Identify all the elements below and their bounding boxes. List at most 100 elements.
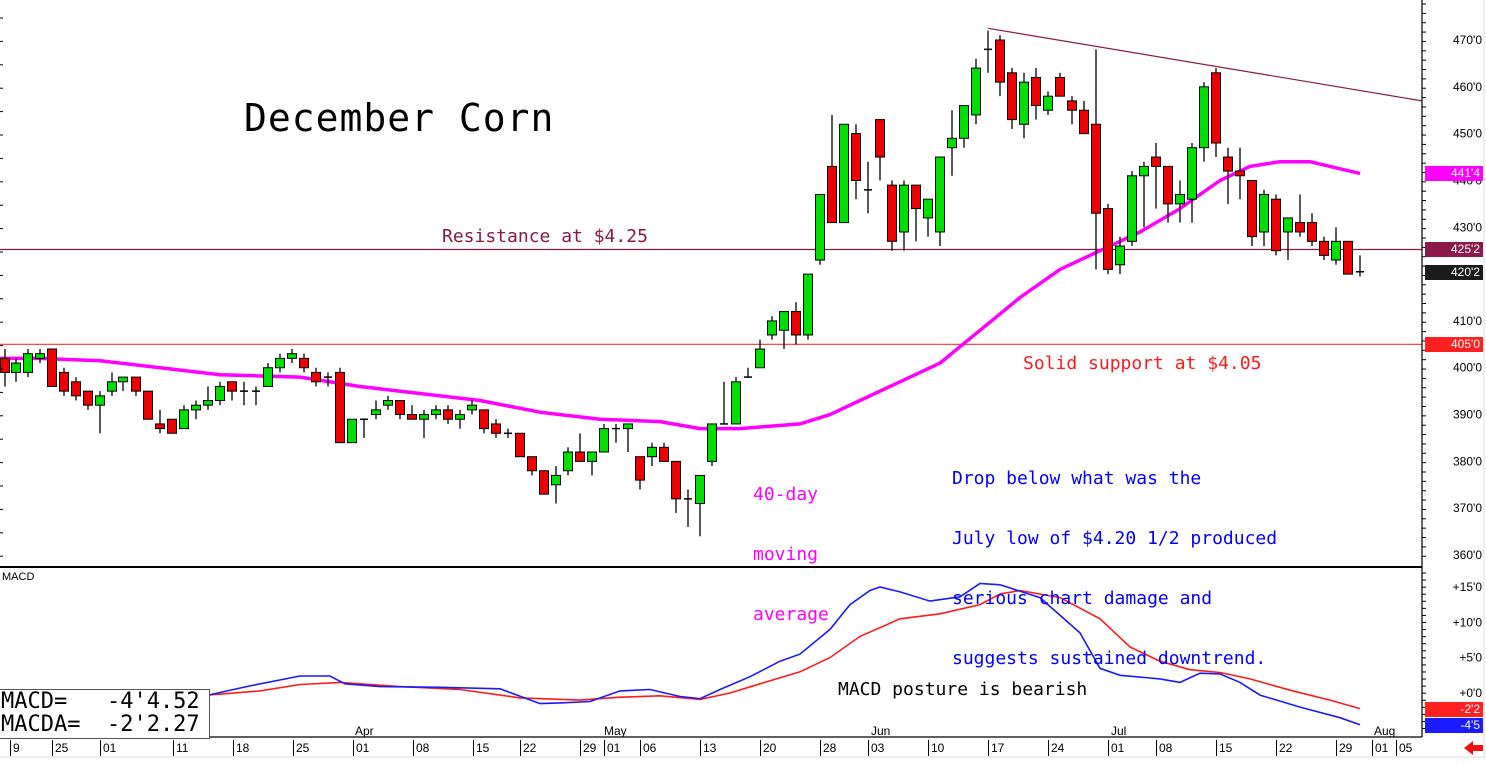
candle [35,349,45,364]
candle [215,381,225,406]
candle [335,367,345,444]
candle [1115,236,1125,275]
candle [635,456,645,490]
downtrend-note: Drop below what was the July low of $4.2… [952,429,1277,709]
date-label: 01 [1108,740,1124,756]
price-badge: 425'2 [1425,242,1483,258]
candle [479,409,489,434]
macd-panel-title: MACD [2,571,35,583]
candle [587,451,597,476]
candle [1187,143,1197,223]
candle [851,124,861,200]
note-line: serious chart damage and [952,588,1213,609]
candle [419,409,429,438]
candle [59,367,69,396]
resistance-annotation: Resistance at $4.25 [442,226,648,247]
candle [1343,240,1353,275]
price-tick-label: 470'0 [1453,33,1482,47]
candle [527,456,537,476]
month-label: Jul [1111,724,1127,738]
price-tick-label: 380'0 [1453,454,1482,468]
macd-line [207,582,1361,726]
month-label: Jun [871,724,891,738]
candle [191,400,201,420]
candle [827,114,837,224]
date-label: 08 [413,740,429,756]
date-label: 25 [293,740,309,756]
candle [431,405,441,420]
macd-tick-label: +15'0 [1453,580,1483,594]
date-label: 28 [820,740,836,756]
candle [539,470,549,495]
candle [47,348,57,387]
date-label: 08 [1156,740,1172,756]
candle [731,377,741,425]
date-label: 01 [100,740,116,756]
candle [959,105,969,148]
macd-panel [207,582,1361,726]
macda-signal-line [207,589,1361,710]
date-label: 01 [604,740,620,756]
candle [875,119,885,181]
date-label: 13 [700,740,716,756]
price-badge: 420'2 [1425,265,1483,281]
ma-label-line: moving [753,544,819,565]
candle [1019,72,1029,139]
macd-badge: -4'5 [1425,718,1483,733]
price-tick-label: 370'0 [1453,501,1482,515]
month-label: Aug [1374,724,1396,738]
candle [659,442,669,462]
price-tick-label: 360'0 [1453,548,1482,562]
macd-tick-label: +0'0 [1459,686,1482,700]
candle [275,353,285,373]
date-label: 15 [473,740,489,756]
candle [1356,255,1364,277]
date-label: 25 [52,740,68,756]
candle [899,180,909,251]
date-label: 10 [928,740,944,756]
candle [23,349,33,378]
ma-label-line: 40-day [753,484,819,505]
date-label: 9 [10,740,20,756]
candle [575,433,585,462]
downtrend-line [987,27,1423,102]
macd-value: MACD= -4'4.52 [1,689,200,714]
candle [684,489,692,527]
candle [1223,147,1233,204]
candle [167,418,177,434]
candle [647,442,657,467]
candle [395,400,405,420]
candle [11,358,21,382]
candle [623,423,633,453]
candle [1283,217,1293,261]
candle [515,432,525,458]
candle [755,339,765,369]
price-tick-label: 450'0 [1453,127,1482,141]
macd-values-box: MACD= -4'4.52 MACDA= -2'2.27 [0,689,210,739]
macd-tick-label: +5'0 [1459,651,1482,665]
candle [1007,68,1017,129]
candle [911,184,921,242]
note-line: Drop below what was the [952,468,1202,489]
macd-badge: -2'2 [1425,702,1483,717]
candle [324,372,332,387]
candle [803,273,813,340]
price-tick-label: 460'0 [1453,80,1482,94]
candle [71,377,81,401]
candle [107,372,117,396]
date-label: 29 [580,740,596,756]
candle [1067,96,1077,125]
candle [143,390,153,420]
candle [1295,194,1305,237]
candle [1055,72,1065,97]
candle [864,161,872,214]
date-label: 18 [233,740,249,756]
candle [1163,165,1173,223]
candle [383,395,393,410]
scroll-back-arrow-icon[interactable] [1463,740,1485,756]
chart-title: December Corn [244,96,555,140]
price-badge: 405'0 [1425,336,1483,352]
price-tick-label: 430'0 [1453,220,1482,234]
